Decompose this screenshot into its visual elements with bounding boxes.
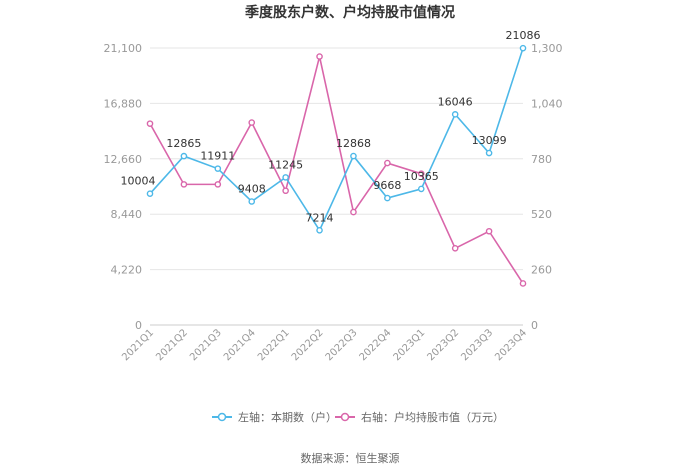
data-label: 16046 bbox=[438, 95, 473, 108]
x-tick-label: 2022Q4 bbox=[358, 327, 394, 363]
data-point bbox=[282, 174, 289, 181]
data-label: 9408 bbox=[238, 182, 266, 195]
x-tick-label: 2021Q1 bbox=[120, 327, 156, 363]
data-label: 9668 bbox=[373, 179, 401, 192]
legend: 左轴：本期数（户） 右轴：户均持股市值（万元） bbox=[212, 410, 504, 424]
data-label: 7214 bbox=[306, 211, 334, 224]
data-point bbox=[146, 120, 154, 127]
left-axis: 0 4,220 8,440 12,660 16,880 21,100 bbox=[104, 42, 143, 332]
left-tick-label: 16,880 bbox=[104, 97, 143, 110]
data-label: 13099 bbox=[472, 134, 507, 147]
data-point bbox=[384, 194, 391, 202]
x-tick-label: 2023Q3 bbox=[459, 327, 495, 363]
series-line bbox=[149, 56, 524, 284]
right-tick-label: 1,040 bbox=[531, 97, 563, 110]
data-point bbox=[451, 111, 459, 118]
x-tick-label: 2022Q2 bbox=[290, 327, 326, 363]
legend-item-left-series[interactable]: 左轴：本期数（户） bbox=[212, 410, 337, 424]
data-point bbox=[316, 53, 323, 60]
x-tick-label: 2022Q3 bbox=[324, 327, 360, 363]
data-point bbox=[485, 149, 493, 157]
data-point bbox=[485, 227, 493, 235]
data-label: 10365 bbox=[404, 170, 439, 183]
data-point bbox=[384, 159, 391, 167]
grid bbox=[150, 47, 523, 326]
right-tick-label: 780 bbox=[531, 153, 552, 166]
data-point bbox=[248, 198, 256, 205]
data-point bbox=[519, 280, 527, 287]
data-point bbox=[214, 165, 222, 172]
series-line bbox=[149, 47, 524, 232]
data-point bbox=[451, 244, 459, 252]
data-point bbox=[316, 226, 323, 234]
series-left bbox=[146, 44, 527, 234]
data-label: 12865 bbox=[166, 137, 201, 150]
data-label: 12868 bbox=[336, 137, 371, 150]
left-tick-label: 8,440 bbox=[111, 208, 143, 221]
right-tick-label: 1,300 bbox=[531, 42, 563, 55]
left-tick-label: 21,100 bbox=[104, 42, 143, 55]
data-point bbox=[214, 181, 222, 188]
x-axis: 2021Q12021Q22021Q32021Q42022Q12022Q22022… bbox=[120, 327, 529, 363]
right-tick-label: 0 bbox=[531, 319, 538, 332]
data-label: 11245 bbox=[268, 158, 303, 171]
right-tick-label: 260 bbox=[531, 264, 552, 277]
chart-title: 季度股东户数、户均持股市值情况 bbox=[244, 4, 455, 21]
left-tick-label: 0 bbox=[135, 319, 142, 332]
data-point bbox=[248, 119, 256, 126]
data-point bbox=[282, 187, 289, 195]
data-point bbox=[180, 181, 188, 188]
data-point bbox=[350, 152, 357, 160]
right-axis: 0 260 520 780 1,040 1,300 bbox=[531, 42, 563, 332]
data-point bbox=[519, 44, 527, 52]
left-tick-label: 12,660 bbox=[104, 153, 143, 166]
data-label: 10004 bbox=[121, 175, 156, 188]
x-tick-label: 2021Q2 bbox=[154, 327, 190, 363]
legend-item-right-series[interactable]: 右轴：户均持股市值（万元） bbox=[335, 410, 504, 424]
data-point bbox=[180, 152, 188, 160]
left-tick-label: 4,220 bbox=[111, 264, 143, 277]
data-point bbox=[350, 208, 357, 216]
right-tick-label: 520 bbox=[531, 208, 552, 221]
x-tick-label: 2023Q4 bbox=[493, 327, 529, 363]
source-text: 数据来源：恒生聚源 bbox=[301, 451, 400, 465]
data-label: 11911 bbox=[200, 150, 235, 163]
data-point bbox=[146, 190, 154, 197]
legend-label-left-series: 左轴：本期数（户） bbox=[238, 410, 337, 424]
x-tick-label: 2023Q2 bbox=[425, 327, 461, 363]
legend-label-right-series: 右轴：户均持股市值（万元） bbox=[361, 410, 504, 424]
data-point bbox=[417, 170, 425, 178]
x-tick-label: 2021Q4 bbox=[222, 327, 258, 363]
x-tick-label: 2022Q1 bbox=[256, 327, 292, 363]
x-tick-label: 2023Q1 bbox=[392, 327, 428, 363]
x-tick-label: 2021Q3 bbox=[188, 327, 224, 363]
series-right bbox=[146, 53, 527, 287]
data-label: 21086 bbox=[506, 29, 541, 42]
data-point bbox=[417, 185, 425, 193]
